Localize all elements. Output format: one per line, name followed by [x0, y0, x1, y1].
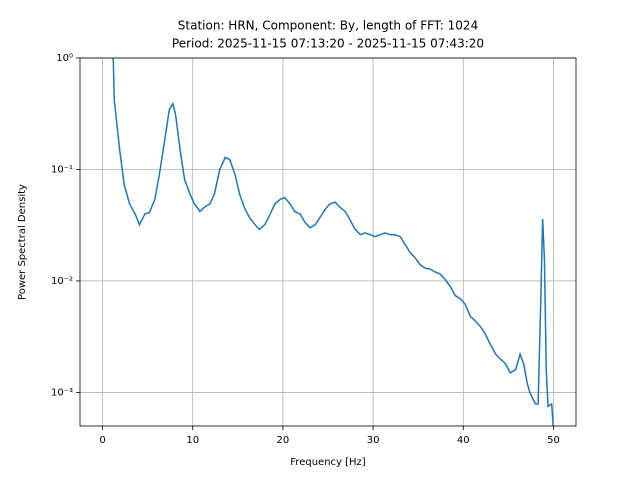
x-tick-label: 0 [99, 435, 105, 446]
psd-line [112, 58, 554, 426]
y-tick-label: 10⁰ [56, 53, 73, 64]
y-axis-label: Power Spectral Density [17, 184, 28, 300]
x-axis-label: Frequency [Hz] [290, 457, 366, 468]
x-tick-label: 50 [547, 435, 560, 446]
y-tick-label: 10⁻³ [51, 387, 73, 398]
plot-frame [79, 57, 577, 427]
x-tick-label: 40 [457, 435, 470, 446]
y-tick-label: 10⁻² [51, 276, 73, 287]
chart-title: Station: HRN, Component: By, length of F… [178, 19, 478, 33]
x-tick-label: 10 [186, 435, 199, 446]
y-tick-label: 10⁻¹ [51, 164, 73, 175]
chart-subtitle: Period: 2025-11-15 07:13:20 - 2025-11-15… [172, 37, 484, 51]
x-tick-label: 20 [277, 435, 290, 446]
x-tick-label: 30 [367, 435, 380, 446]
